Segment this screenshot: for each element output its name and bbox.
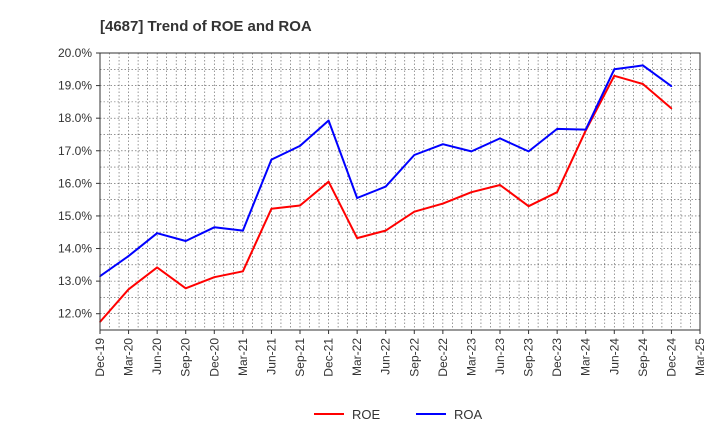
y-tick-label: 16.0% xyxy=(58,176,92,190)
legend: ROE ROA xyxy=(314,407,483,422)
plot-area xyxy=(100,53,700,330)
data-point-roe xyxy=(184,287,187,290)
x-tick-label: Mar-25 xyxy=(693,338,707,376)
data-point-roe xyxy=(213,276,216,279)
data-point-roa xyxy=(613,68,616,71)
x-tick-label: Jun-21 xyxy=(264,338,278,375)
data-point-roa xyxy=(184,240,187,242)
x-tick-label: Dec-19 xyxy=(93,338,107,377)
data-point-roe xyxy=(242,270,244,273)
data-point-roa xyxy=(384,185,387,188)
data-point-roa xyxy=(556,128,558,130)
data-point-roa xyxy=(442,143,444,146)
y-tick-label: 18.0% xyxy=(58,111,92,125)
x-tick-label: Mar-22 xyxy=(350,338,364,376)
data-point-roe xyxy=(470,191,473,193)
x-tick-label: Sep-23 xyxy=(522,338,536,377)
chart-title: [4687] Trend of ROE and ROA xyxy=(100,18,312,35)
data-point-roe xyxy=(413,210,416,213)
y-tick-label: 14.0% xyxy=(58,242,92,256)
data-point-roe xyxy=(356,237,358,239)
x-tick-label: Jun-24 xyxy=(607,338,621,375)
x-tick-label: Mar-23 xyxy=(464,338,478,376)
data-point-roe xyxy=(613,75,616,77)
legend-label-roe: ROE xyxy=(352,407,381,422)
data-point-roe xyxy=(442,202,444,205)
y-tick-label: 17.0% xyxy=(58,144,92,158)
data-point-roe xyxy=(156,266,158,269)
data-point-roe xyxy=(670,107,673,110)
data-point-roe xyxy=(642,83,644,85)
data-point-roa xyxy=(470,150,473,153)
data-point-roe xyxy=(270,207,273,210)
x-tick-label: Dec-24 xyxy=(664,338,678,377)
data-point-roe xyxy=(327,180,330,183)
x-axis-ticks: Dec-19 Mar-20 Jun-20 Sep-20 Dec-20 Mar-21 Jun-… xyxy=(93,330,707,377)
x-tick-label: Jun-20 xyxy=(150,338,164,375)
data-point-roa xyxy=(242,229,244,232)
data-point-roa xyxy=(156,232,158,235)
x-tick-label: Dec-22 xyxy=(436,338,450,377)
data-point-roe xyxy=(384,229,387,232)
data-point-roa xyxy=(413,154,416,156)
y-tick-label: 13.0% xyxy=(58,274,92,288)
data-point-roa xyxy=(213,226,216,229)
data-point-roa xyxy=(670,85,673,88)
legend-label-roa: ROA xyxy=(454,407,483,422)
x-tick-label: Dec-23 xyxy=(550,338,564,377)
data-point-roa xyxy=(584,128,587,131)
y-axis-ticks: 12.0% 13.0% 14.0% 15.0% 16.0% 17.0% 18.0% 19.0%… xyxy=(58,46,100,321)
y-tick-label: 20.0% xyxy=(58,46,92,60)
x-tick-label: Sep-21 xyxy=(293,338,307,377)
data-point-roe xyxy=(556,191,558,193)
x-tick-label: Mar-20 xyxy=(122,338,136,376)
data-point-roa xyxy=(299,145,301,147)
data-point-roa xyxy=(527,150,530,153)
data-point-roe xyxy=(127,288,130,291)
y-tick-label: 19.0% xyxy=(58,79,92,93)
data-point-roe xyxy=(499,184,501,186)
x-tick-label: Sep-20 xyxy=(179,338,193,377)
y-tick-label: 12.0% xyxy=(58,307,92,321)
x-tick-label: Sep-24 xyxy=(636,338,650,377)
x-tick-label: Mar-21 xyxy=(236,338,250,376)
plot-frame xyxy=(99,52,701,331)
data-point-roa xyxy=(327,119,330,122)
x-tick-label: Dec-20 xyxy=(207,338,221,377)
x-tick-label: Jun-22 xyxy=(379,338,393,375)
x-tick-label: Sep-22 xyxy=(407,338,421,377)
x-tick-label: Mar-24 xyxy=(579,338,593,376)
data-point-roe xyxy=(299,204,301,207)
data-point-roa xyxy=(270,158,273,161)
x-tick-label: Jun-23 xyxy=(493,338,507,375)
data-point-roa xyxy=(127,255,130,257)
grid-lines xyxy=(100,53,700,331)
x-tick-label: Dec-21 xyxy=(322,338,336,377)
data-point-roe xyxy=(527,205,530,207)
y-tick-label: 15.0% xyxy=(58,209,92,223)
data-point-roa xyxy=(642,64,644,67)
data-point-roa xyxy=(356,197,358,199)
data-point-roa xyxy=(499,137,501,140)
